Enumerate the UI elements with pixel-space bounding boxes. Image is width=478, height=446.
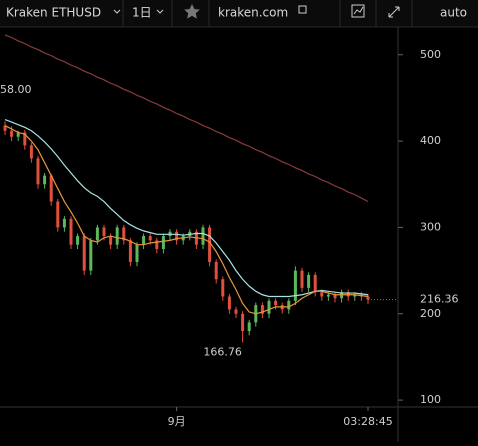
interval-button[interactable]: 1日	[132, 6, 164, 20]
candle-body	[313, 274, 317, 293]
current-time-label: 03:28:45	[343, 415, 392, 428]
indicator-glyph	[353, 6, 364, 15]
candle-body	[214, 261, 218, 280]
candle-body	[300, 270, 304, 288]
candle-body	[29, 145, 33, 159]
candle-body	[95, 227, 99, 241]
candle-body	[333, 294, 337, 299]
candle-body	[267, 300, 271, 314]
candle-body	[10, 130, 14, 137]
candle-body	[201, 227, 205, 245]
candle-body	[62, 218, 66, 228]
candle-body	[128, 240, 132, 262]
y-tick-label: 400	[420, 134, 441, 147]
candle-body	[122, 227, 126, 241]
candle-body	[148, 236, 152, 241]
candle-body	[135, 244, 139, 262]
candle-body	[23, 132, 27, 146]
high-label: 58.00	[0, 83, 32, 96]
candle-body	[274, 300, 278, 306]
candle-body	[293, 270, 297, 301]
low-label: 166.76	[203, 345, 242, 358]
y-tick-label: 300	[420, 220, 441, 233]
y-tick-label: 100	[420, 393, 441, 406]
y-tick-label: 200	[420, 307, 441, 320]
chevron	[156, 9, 164, 14]
candle-body	[43, 175, 47, 185]
moving-average	[4, 125, 369, 315]
candle-body	[227, 296, 231, 310]
symbol-button[interactable]: Kraken ETHUSD	[6, 6, 121, 20]
candle-body	[142, 236, 146, 245]
moving-average	[4, 118, 369, 298]
candle-body	[247, 322, 251, 332]
candle-body	[320, 292, 324, 297]
moving-average	[4, 34, 369, 203]
y-tick-label: 500	[420, 48, 441, 61]
candle-body	[221, 279, 225, 297]
candle-body	[366, 296, 370, 300]
candle-body	[326, 294, 330, 297]
x-tick-label: 9月	[168, 415, 186, 428]
fullscreen-icon[interactable]	[388, 6, 400, 18]
candle-body	[161, 236, 165, 250]
candle-body	[49, 175, 53, 202]
candle-body	[241, 313, 245, 332]
candle-body	[3, 125, 7, 131]
candle-body	[155, 240, 159, 250]
last-price-label: 216.36	[420, 293, 459, 306]
candle-body	[76, 236, 80, 245]
candle-body	[175, 231, 179, 241]
candle-body	[82, 236, 86, 271]
scale-mode[interactable]: auto	[440, 6, 467, 20]
interval[interactable]: 1日	[132, 6, 152, 20]
candle-body	[69, 218, 73, 245]
candle-body	[89, 240, 93, 271]
candle-body	[109, 236, 113, 245]
chevron	[113, 9, 121, 14]
candle-body	[287, 300, 291, 310]
indicator-icon[interactable]	[351, 4, 365, 18]
candle-body	[115, 227, 119, 245]
candle-body	[208, 227, 212, 262]
toolbar	[0, 0, 478, 27]
candle-body	[36, 158, 40, 185]
candle-body	[260, 305, 264, 314]
candle-body	[353, 294, 357, 297]
candle-body	[307, 274, 311, 288]
favorite-icon[interactable]	[184, 4, 200, 19]
symbol[interactable]: Kraken ETHUSD	[6, 6, 101, 20]
candle-body	[16, 132, 20, 137]
external-icon[interactable]	[298, 5, 307, 14]
source-link[interactable]: kraken.com	[218, 6, 288, 20]
candle-body	[102, 227, 106, 237]
candle-body	[56, 201, 60, 228]
candle-body	[234, 309, 238, 314]
